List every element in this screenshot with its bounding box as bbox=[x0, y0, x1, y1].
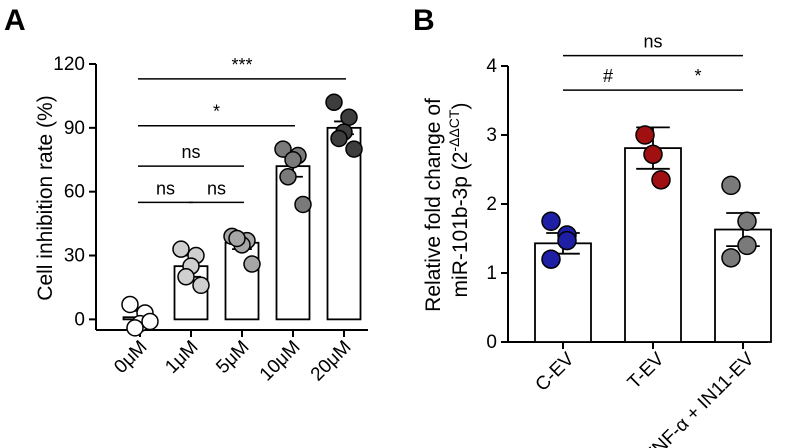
data-point bbox=[643, 144, 663, 165]
y-tick-label: 2 bbox=[486, 194, 497, 215]
data-point bbox=[737, 211, 757, 231]
significance-label: *** bbox=[231, 55, 252, 75]
data-point bbox=[228, 229, 246, 248]
significance-label: * bbox=[694, 66, 701, 86]
data-point bbox=[243, 255, 261, 273]
y-axis-title-b-superscript: -ΔΔCT bbox=[446, 109, 462, 151]
y-tick-label: 30 bbox=[64, 246, 85, 267]
y-tick-label: 90 bbox=[64, 118, 85, 139]
significance-label: ns bbox=[643, 32, 662, 52]
data-point bbox=[541, 211, 561, 231]
significance-label: ns bbox=[181, 142, 200, 162]
data-point bbox=[279, 168, 297, 186]
x-tick-label: 0μM bbox=[110, 337, 151, 378]
data-point bbox=[651, 170, 671, 190]
x-tick-label: T-EV bbox=[624, 348, 669, 393]
data-point bbox=[345, 140, 363, 158]
data-point bbox=[721, 248, 741, 268]
y-axis-title-b-line2: miR-101b-3p (2-ΔΔCT) bbox=[446, 103, 472, 298]
y-tick-label: 1 bbox=[486, 263, 497, 284]
significance-label: ns bbox=[207, 178, 226, 198]
bar bbox=[224, 241, 260, 321]
data-point bbox=[284, 151, 302, 169]
data-point bbox=[340, 108, 358, 126]
data-point bbox=[330, 129, 348, 148]
y-axis-title-b-close: ) bbox=[449, 103, 472, 110]
y-tick-label: 0 bbox=[74, 309, 85, 330]
y-axis-title-a: Cell inhibition rate (%) bbox=[34, 95, 57, 300]
x-tick-label: 1μM bbox=[161, 337, 202, 378]
y-axis-title-b-main: miR-101b-3p (2 bbox=[449, 152, 472, 298]
data-point bbox=[192, 276, 210, 295]
data-point bbox=[172, 240, 190, 258]
data-point bbox=[141, 312, 159, 331]
y-tick-label: 60 bbox=[64, 182, 85, 203]
bar bbox=[326, 126, 362, 321]
data-point bbox=[635, 125, 655, 145]
y-tick-label: 4 bbox=[486, 56, 497, 77]
x-tick-label: C-EV bbox=[532, 348, 579, 395]
significance-label: # bbox=[603, 66, 613, 86]
data-point bbox=[721, 175, 741, 196]
data-point bbox=[177, 268, 195, 286]
panel-letter-a: A bbox=[4, 4, 26, 37]
data-point bbox=[557, 230, 577, 251]
x-tick-label: 5μM bbox=[212, 337, 253, 378]
data-point bbox=[126, 319, 144, 337]
data-point bbox=[294, 195, 312, 214]
significance-label: ns bbox=[156, 178, 175, 198]
y-tick-label: 0 bbox=[486, 332, 497, 353]
data-point bbox=[325, 93, 343, 112]
x-tick-label: 20μM bbox=[307, 337, 356, 386]
panel-letter-b: B bbox=[413, 4, 435, 37]
y-axis-title-b-line1: Relative fold change of bbox=[422, 98, 445, 312]
bar bbox=[275, 165, 311, 321]
data-point bbox=[121, 295, 139, 314]
y-tick-label: 3 bbox=[486, 125, 497, 146]
data-point bbox=[737, 235, 757, 256]
data-point bbox=[541, 249, 561, 269]
y-tick-label: 120 bbox=[53, 54, 85, 75]
significance-label: * bbox=[213, 102, 220, 122]
x-tick-label: 10μM bbox=[256, 337, 305, 386]
data-point bbox=[274, 140, 292, 158]
